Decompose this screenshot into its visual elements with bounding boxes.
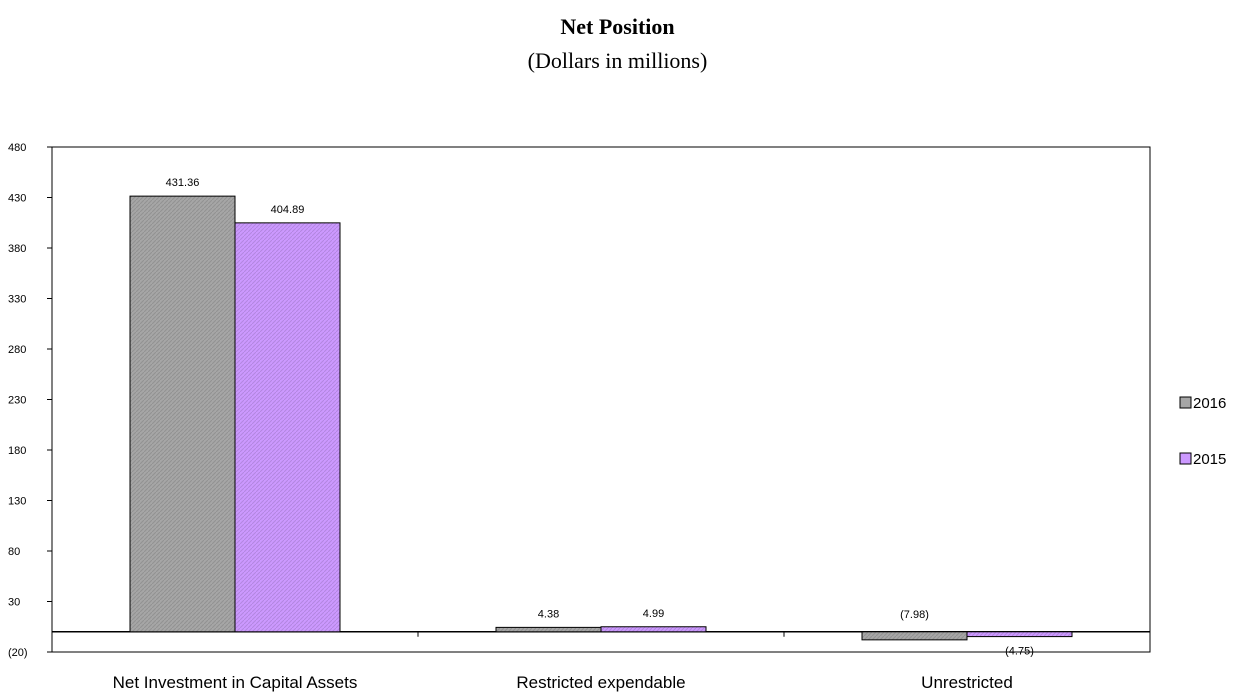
data-label: (7.98) [900, 609, 929, 621]
y-tick-label: 430 [8, 193, 26, 205]
x-category-label: Restricted expendable [516, 673, 685, 692]
bar-2016-1 [495, 626, 602, 633]
chart-title: Net Position [560, 14, 675, 39]
bar-2016-2 [861, 631, 968, 641]
legend-swatch-2015 [1179, 452, 1192, 465]
x-category-label: Unrestricted [921, 673, 1013, 692]
y-tick-label: 480 [8, 142, 26, 154]
bar-2016-0 [129, 195, 236, 633]
legend-swatch-2016 [1179, 396, 1192, 409]
x-category-label: Net Investment in Capital Assets [113, 673, 358, 692]
bar-2015-2 [966, 631, 1073, 638]
data-label: 431.36 [166, 177, 200, 189]
y-tick-label: (20) [8, 647, 28, 659]
y-tick-label: 30 [8, 597, 20, 609]
legend-label-2015: 2015 [1193, 451, 1226, 468]
y-tick-label: 380 [8, 243, 26, 255]
y-tick-label: 130 [8, 496, 26, 508]
data-label: (4.75) [1005, 646, 1034, 658]
data-label: 4.38 [538, 608, 559, 620]
data-label: 404.89 [271, 204, 305, 216]
legend-label-2016: 2016 [1193, 395, 1226, 412]
y-tick-label: 230 [8, 395, 26, 407]
y-tick-label: 330 [8, 294, 26, 306]
chart-subtitle: (Dollars in millions) [527, 48, 708, 73]
data-label: 4.99 [643, 608, 664, 620]
bar-2015-1 [600, 626, 707, 633]
y-tick-label: 280 [8, 344, 26, 356]
y-tick-label: 80 [8, 546, 20, 558]
bar-2015-0 [234, 222, 341, 633]
y-tick-label: 180 [8, 445, 26, 457]
